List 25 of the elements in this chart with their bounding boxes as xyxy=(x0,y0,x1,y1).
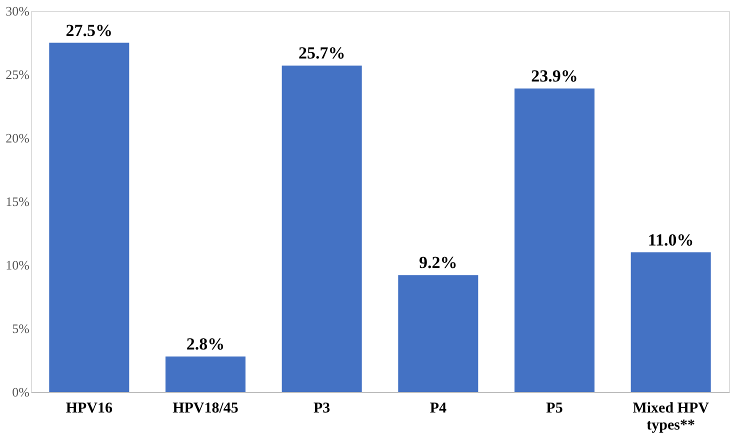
y-tick-label: 15% xyxy=(6,194,30,209)
x-tick-label: P5 xyxy=(546,400,563,416)
data-label: 9.2% xyxy=(419,253,458,272)
data-label: 11.0% xyxy=(648,230,694,250)
bar xyxy=(282,66,362,392)
y-tick-label: 10% xyxy=(6,258,30,272)
x-tick-label: P3 xyxy=(313,400,330,416)
data-label: 23.9% xyxy=(531,66,578,86)
y-tick-label: 5% xyxy=(12,321,30,336)
x-tick-label: HPV16 xyxy=(66,400,113,416)
bar xyxy=(514,88,594,392)
y-tick-label: 25% xyxy=(6,67,30,82)
y-tick-label: 20% xyxy=(6,130,30,146)
x-tick-label: Mixed HPV types** xyxy=(632,400,710,434)
bar xyxy=(166,356,246,392)
data-label: 25.7% xyxy=(298,44,346,63)
data-label: 2.8% xyxy=(186,334,225,354)
bar xyxy=(630,252,711,392)
x-tick-label: HPV18/45 xyxy=(172,400,238,416)
y-tick-label: 0% xyxy=(12,384,30,400)
bar xyxy=(49,42,130,392)
data-label: 27.5% xyxy=(66,20,113,40)
y-tick-label: 30% xyxy=(6,4,30,18)
bar xyxy=(398,275,478,392)
x-tick-label: P4 xyxy=(430,400,447,416)
